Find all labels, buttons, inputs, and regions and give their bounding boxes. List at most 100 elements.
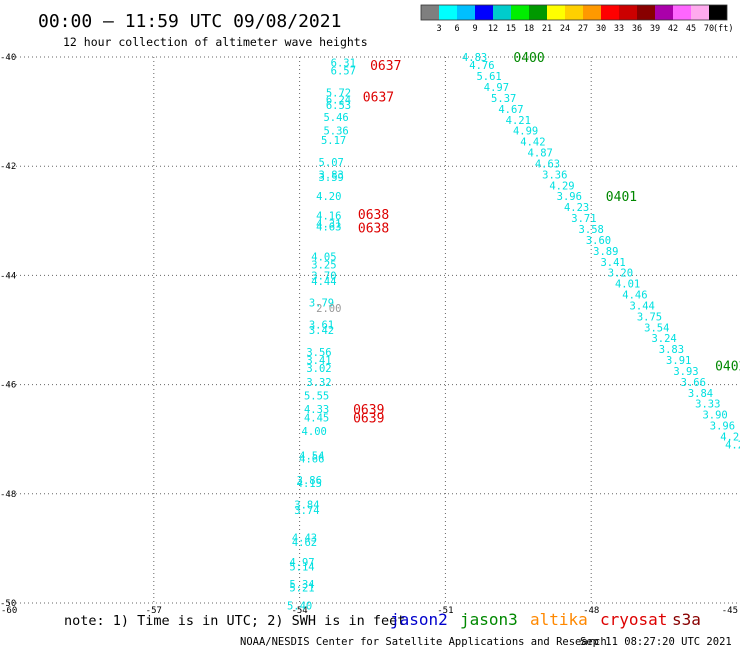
legend-label: 70: [704, 24, 714, 34]
satellite-name: cryosat: [600, 610, 667, 629]
footer-credit: NOAA/NESDIS Center for Satellite Applica…: [240, 636, 607, 648]
wave-height-label: 3.84: [294, 500, 319, 512]
satellite-legend: jason2 jason3 altika cryosat s3a: [390, 610, 701, 629]
legend-swatch: [691, 5, 709, 20]
legend-label: 42: [668, 24, 678, 34]
y-tick-label: -40: [0, 53, 16, 63]
x-tick-label: -48: [583, 606, 599, 616]
legend-frame: [420, 4, 728, 21]
wave-height-label: 4.63: [535, 159, 560, 171]
pass-time-label: 0638: [358, 208, 389, 223]
wave-height-label: 5.14: [289, 561, 314, 573]
wave-height-label: 4.45: [304, 412, 329, 424]
x-tick-label: -54: [291, 606, 307, 616]
wave-height-label: 3.42: [309, 325, 334, 337]
wave-height-label: 5.55: [304, 391, 329, 403]
wave-height-label: 4.16: [316, 210, 341, 222]
legend-label: 3: [436, 24, 441, 34]
wave-height-label: 4.97: [289, 557, 314, 569]
satellite-name: s3a: [672, 610, 701, 629]
wave-height-label: 4.46: [622, 290, 647, 302]
legend-swatch: [439, 5, 457, 20]
wave-height-label: 4.99: [513, 126, 538, 138]
legend-label: 30: [596, 24, 606, 34]
satellite-name: altika: [530, 610, 588, 629]
legend-unit: (ft): [713, 24, 733, 34]
wave-height-label: 4.42: [520, 137, 545, 149]
wave-height-label: 3.60: [586, 235, 611, 247]
legend-label: 45: [686, 24, 696, 34]
wave-height-label: 3.44: [630, 300, 655, 312]
pass-time-label: 0637: [370, 59, 401, 74]
wave-height-label: 4.01: [615, 279, 640, 291]
chart-title: 00:00 – 11:59 UTC 09/08/2021: [38, 11, 341, 32]
wave-height-label: 3.58: [579, 224, 604, 236]
wave-height-label: 3.41: [306, 355, 331, 367]
wave-height-label: 3.61: [309, 320, 334, 332]
footer-timestamp: Sep 11 08:27:20 UTC 2021: [580, 636, 732, 648]
wave-height-label: 5.61: [476, 71, 501, 83]
wave-height-label: 5.46: [323, 112, 348, 124]
wave-height-label: 5.07: [319, 157, 344, 169]
wave-height-label: 3.90: [702, 410, 727, 422]
satellite-name: jason3: [460, 610, 518, 629]
wave-height-label: 6.31: [331, 58, 356, 70]
wave-height-label: 6.24: [326, 95, 351, 107]
legend-swatch: [457, 5, 475, 20]
pass-time-label: 0402: [715, 360, 740, 375]
wave-height-label: 4.21: [506, 115, 531, 127]
wave-height-label: 4.23: [564, 202, 589, 214]
wave-height-label: 3.74: [294, 505, 319, 517]
wave-height-label: 4.43: [292, 533, 317, 545]
y-tick-label: -46: [0, 381, 16, 391]
wave-height-label: 6.53: [326, 100, 351, 112]
legend-swatch: [655, 5, 673, 20]
legend-swatch: [421, 5, 439, 20]
wave-height-label: 4.2: [720, 432, 739, 444]
legend-label: 6: [454, 24, 459, 34]
axis-ticks: -60 -57 -54 -51 -48 -45 -40 -42 -44 -46 -48 -50: [0, 53, 738, 616]
wave-height-label: 4.31: [316, 219, 341, 231]
wave-height-label: 3.25: [311, 260, 336, 272]
wave-height-label: 4.67: [498, 104, 523, 116]
wave-height-label: 5.21: [289, 583, 314, 595]
wave-height-label: 4.00: [302, 426, 327, 438]
wave-height-label: 4.44: [311, 276, 336, 288]
wave-height-label: 3.83: [659, 344, 684, 356]
pass-time-label: 0639: [353, 403, 384, 418]
wave-height-label: 4.62: [292, 537, 317, 549]
wave-height-label: 3.59: [319, 172, 344, 184]
wave-height-label: 3.79: [309, 298, 334, 310]
chart-subtitle: 12 hour collection of altimeter wave hei…: [63, 35, 368, 49]
y-tick-label: -44: [0, 271, 16, 281]
pass-time-label: 0400: [513, 51, 544, 66]
wave-height-label: 5.37: [491, 93, 516, 105]
wave-height-label: 3.56: [306, 347, 331, 359]
y-tick-label: -50: [0, 599, 16, 609]
pass-time-label: 0639: [353, 411, 384, 426]
y-tick-label: -48: [0, 490, 16, 500]
wave-height-label: 3.20: [608, 268, 633, 280]
wave-height-label: 2.00: [316, 303, 341, 315]
wave-height-label: 4.20: [316, 191, 341, 203]
wave-height-label: 4.33: [304, 404, 329, 416]
legend-label: 12: [488, 24, 498, 34]
legend-label: 18: [524, 24, 534, 34]
wave-height-label: 4.87: [528, 148, 553, 160]
wave-height-label: 3.66: [681, 377, 706, 389]
wave-height-label: 3.75: [637, 311, 662, 323]
legend-swatch: [529, 5, 547, 20]
legend-swatch: [475, 5, 493, 20]
wave-height-label: 4.66: [299, 453, 324, 465]
x-tick-label: -51: [437, 606, 453, 616]
wave-height-label: 3.41: [600, 257, 625, 269]
wave-height-label: 3.36: [542, 169, 567, 181]
data-points: 6.316.575.726.246.535.465.365.175.073.83…: [287, 52, 740, 613]
y-tick-label: -42: [0, 162, 16, 172]
legend-label: 27: [578, 24, 588, 34]
wave-height-label: 5.36: [323, 126, 348, 138]
legend-label: 36: [632, 24, 642, 34]
wave-height-label: 3.86: [297, 475, 322, 487]
wave-height-label: 3.32: [306, 377, 331, 389]
wave-height-label: 4.2: [725, 440, 740, 452]
